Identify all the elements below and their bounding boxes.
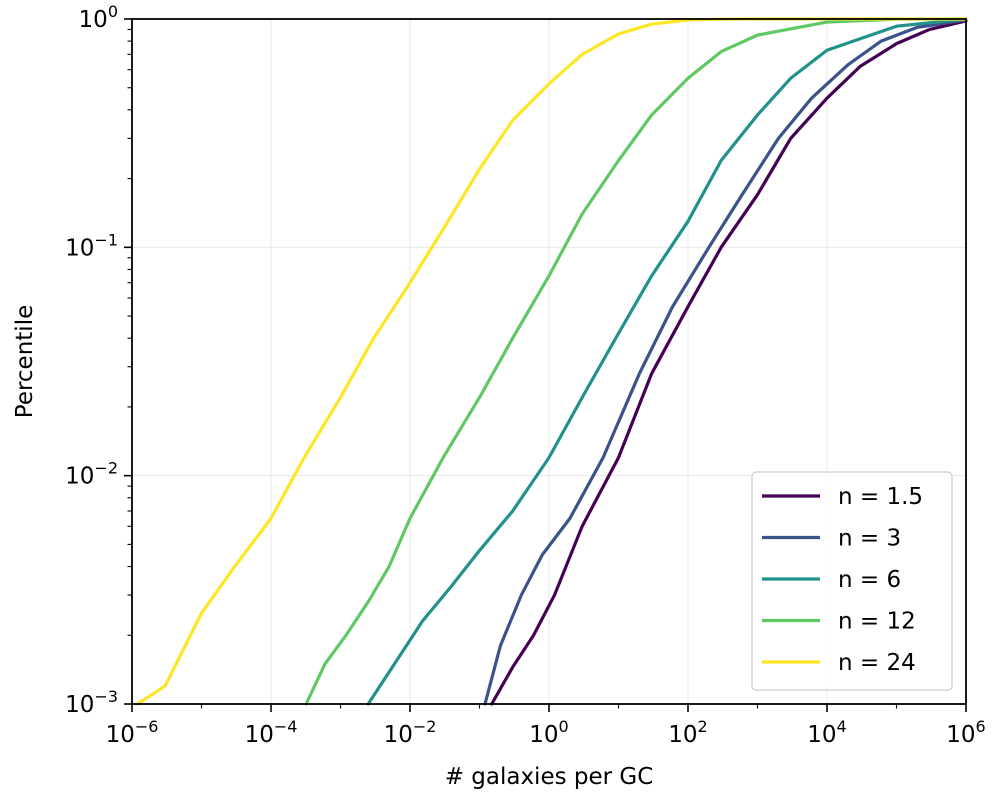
x-tick-base: 10 — [529, 722, 558, 748]
x-tick-base: 10 — [106, 722, 135, 748]
y-tick-label: 100 — [79, 2, 118, 33]
legend: n = 1.5 n = 3 n = 6 n = 12 n = 24 — [751, 471, 953, 691]
x-tick-label: 10−6 — [106, 717, 159, 748]
x-tick-base: 10 — [946, 722, 975, 748]
series-lines — [135, 17, 968, 706]
y-tick-exponent: −2 — [94, 459, 118, 478]
legend-label-3: n = 6 — [838, 567, 901, 593]
y-tick-base: 10 — [65, 235, 94, 261]
x-tick-exponent: 2 — [698, 717, 708, 736]
x-axis-label: # galaxies per GC — [445, 764, 654, 790]
x-tick-base: 10 — [668, 722, 697, 748]
series-line-5 — [135, 17, 968, 706]
legend-items: n = 1.5 n = 3 n = 6 n = 12 n = 24 — [762, 484, 923, 676]
plot-frame — [131, 18, 967, 705]
major-ticks — [124, 18, 967, 712]
x-tick-labels: 10−6 10−4 10−2 100 102 104 106 — [106, 717, 986, 748]
x-tick-exponent: −4 — [274, 717, 298, 736]
y-axis-label: Percentile — [12, 305, 38, 418]
series-line-3 — [366, 17, 968, 706]
x-tick-label: 10−2 — [384, 717, 437, 748]
x-tick-exponent: −6 — [135, 717, 159, 736]
x-tick-exponent: 6 — [976, 717, 986, 736]
y-tick-exponent: −3 — [94, 687, 118, 706]
x-tick-label: 10−4 — [245, 717, 298, 748]
x-tick-exponent: 0 — [559, 717, 569, 736]
x-tick-label: 100 — [529, 717, 568, 748]
x-tick-base: 10 — [807, 722, 836, 748]
y-tick-exponent: 0 — [108, 2, 118, 21]
x-tick-label: 106 — [946, 717, 985, 748]
legend-label-5: n = 24 — [838, 650, 916, 676]
x-tick-base: 10 — [245, 722, 274, 748]
x-tick-label: 102 — [668, 717, 707, 748]
legend-label-2: n = 3 — [838, 526, 901, 552]
x-tick-label: 104 — [807, 717, 846, 748]
y-tick-label: 10−2 — [65, 459, 118, 490]
y-tick-label: 10−3 — [65, 687, 118, 718]
y-tick-base: 10 — [79, 7, 108, 33]
legend-label-1: n = 1.5 — [838, 484, 923, 510]
legend-label-4: n = 12 — [838, 609, 916, 635]
x-tick-exponent: −2 — [413, 717, 437, 736]
x-tick-base: 10 — [384, 722, 413, 748]
series-line-1 — [490, 19, 968, 706]
x-tick-exponent: 4 — [837, 717, 847, 736]
y-tick-label: 10−1 — [65, 230, 118, 261]
series-line-2 — [483, 18, 968, 706]
y-tick-exponent: −1 — [94, 230, 118, 249]
y-tick-base: 10 — [65, 464, 94, 490]
y-tick-base: 10 — [65, 692, 94, 718]
legend-box — [751, 471, 953, 691]
series-line-4 — [304, 17, 968, 706]
